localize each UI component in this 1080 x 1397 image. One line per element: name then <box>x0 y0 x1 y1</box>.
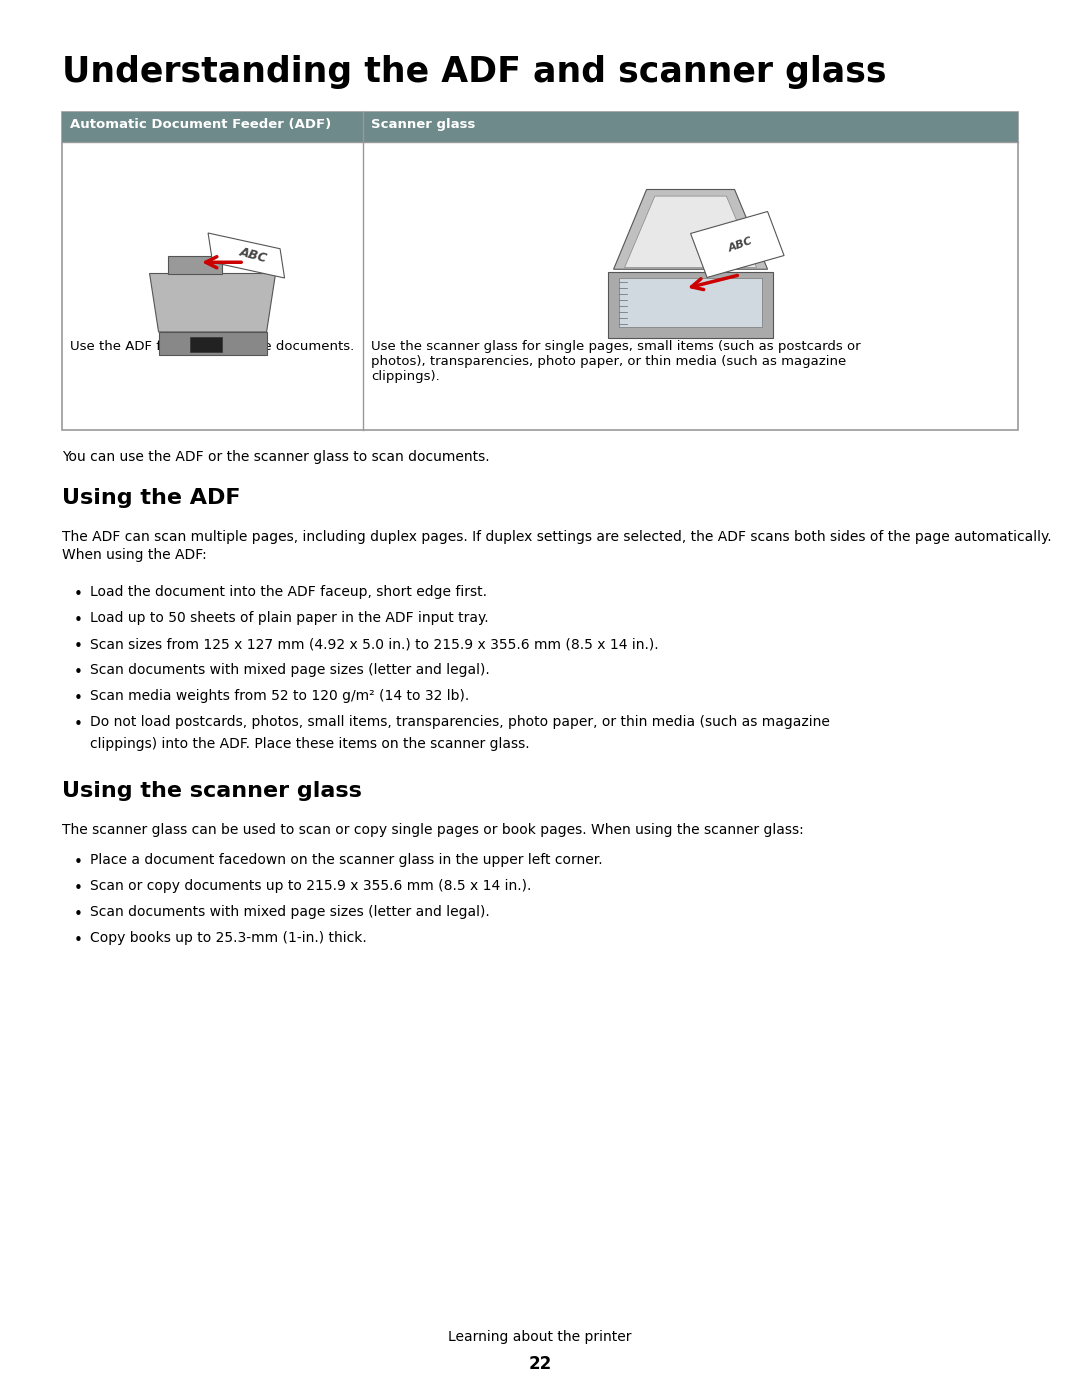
Text: Load the document into the ADF faceup, short edge first.: Load the document into the ADF faceup, s… <box>90 585 487 599</box>
Text: Scan documents with mixed page sizes (letter and legal).: Scan documents with mixed page sizes (le… <box>90 664 489 678</box>
Text: 22: 22 <box>528 1355 552 1373</box>
Text: Using the scanner glass: Using the scanner glass <box>62 781 362 800</box>
Text: Place a document facedown on the scanner glass in the upper left corner.: Place a document facedown on the scanner… <box>90 854 603 868</box>
Text: Automatic Document Feeder (ADF): Automatic Document Feeder (ADF) <box>70 117 332 131</box>
Text: Use the scanner glass for single pages, small items (such as postcards or
photos: Use the scanner glass for single pages, … <box>372 339 861 383</box>
Polygon shape <box>159 332 267 355</box>
Text: Learning about the printer: Learning about the printer <box>448 1330 632 1344</box>
Text: Scan media weights from 52 to 120 g/m² (14 to 32 lb).: Scan media weights from 52 to 120 g/m² (… <box>90 689 469 703</box>
Text: Copy books up to 25.3-mm (1-in.) thick.: Copy books up to 25.3-mm (1-in.) thick. <box>90 930 367 944</box>
Polygon shape <box>149 274 275 332</box>
Text: •: • <box>73 613 82 629</box>
Text: •: • <box>73 587 82 602</box>
Text: •: • <box>73 692 82 705</box>
Text: Scan or copy documents up to 215.9 x 355.6 mm (8.5 x 14 in.).: Scan or copy documents up to 215.9 x 355… <box>90 879 531 893</box>
Text: clippings) into the ADF. Place these items on the scanner glass.: clippings) into the ADF. Place these ite… <box>90 738 529 752</box>
Bar <box>62 112 1018 142</box>
Polygon shape <box>624 196 757 268</box>
Text: Scan sizes from 125 x 127 mm (4.92 x 5.0 in.) to 215.9 x 355.6 mm (8.5 x 14 in.): Scan sizes from 125 x 127 mm (4.92 x 5.0… <box>90 637 659 651</box>
Text: •: • <box>73 855 82 870</box>
Text: Do not load postcards, photos, small items, transparencies, photo paper, or thin: Do not load postcards, photos, small ite… <box>90 715 829 729</box>
Text: Use the ADF for multiple-page documents.: Use the ADF for multiple-page documents. <box>70 339 354 353</box>
Bar <box>62 112 1018 430</box>
Text: •: • <box>73 638 82 654</box>
Text: The ADF can scan multiple pages, including duplex pages. If duplex settings are : The ADF can scan multiple pages, includi… <box>62 529 1052 562</box>
Polygon shape <box>167 256 221 274</box>
Text: Using the ADF: Using the ADF <box>62 488 241 509</box>
Text: Scan documents with mixed page sizes (letter and legal).: Scan documents with mixed page sizes (le… <box>90 905 489 919</box>
Text: The scanner glass can be used to scan or copy single pages or book pages. When u: The scanner glass can be used to scan or… <box>62 823 804 837</box>
Text: Load up to 50 sheets of plain paper in the ADF input tray.: Load up to 50 sheets of plain paper in t… <box>90 610 488 624</box>
Text: •: • <box>73 717 82 732</box>
Text: •: • <box>73 665 82 680</box>
Bar <box>619 278 762 327</box>
Text: ABC: ABC <box>238 246 269 265</box>
Polygon shape <box>613 190 768 270</box>
Polygon shape <box>208 233 284 278</box>
Text: Understanding the ADF and scanner glass: Understanding the ADF and scanner glass <box>62 54 887 89</box>
Text: •: • <box>73 933 82 949</box>
Text: Scanner glass: Scanner glass <box>372 117 475 131</box>
Text: You can use the ADF or the scanner glass to scan documents.: You can use the ADF or the scanner glass… <box>62 450 489 464</box>
Polygon shape <box>608 272 773 338</box>
Text: •: • <box>73 907 82 922</box>
Bar <box>190 337 221 352</box>
Polygon shape <box>690 211 784 278</box>
Text: ABC: ABC <box>727 236 754 253</box>
Text: •: • <box>73 882 82 895</box>
